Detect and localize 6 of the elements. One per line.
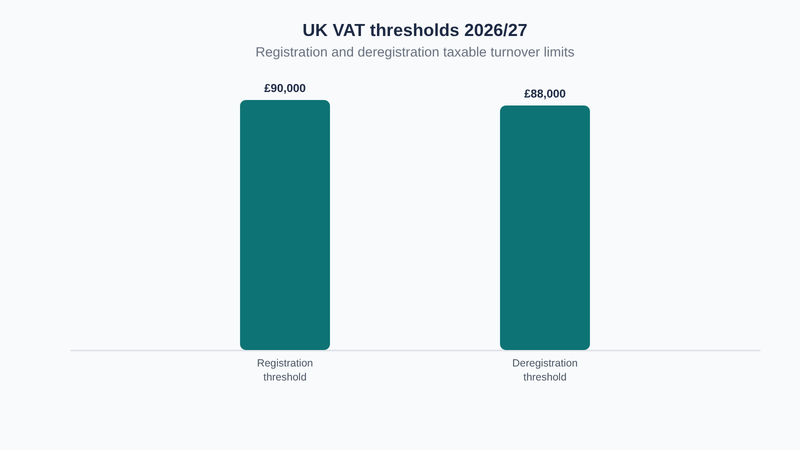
- data-label: £90,000: [264, 83, 306, 95]
- x-tick-label: Registration threshold: [256, 358, 314, 384]
- data-label: £88,000: [524, 88, 566, 101]
- chart-subtitle: Registration and deregistration taxable turnover limits: [256, 44, 575, 60]
- chart-title: UK VAT thresholds 2026/27: [302, 20, 528, 40]
- x-tick-label: Deregistration threshold: [512, 358, 578, 384]
